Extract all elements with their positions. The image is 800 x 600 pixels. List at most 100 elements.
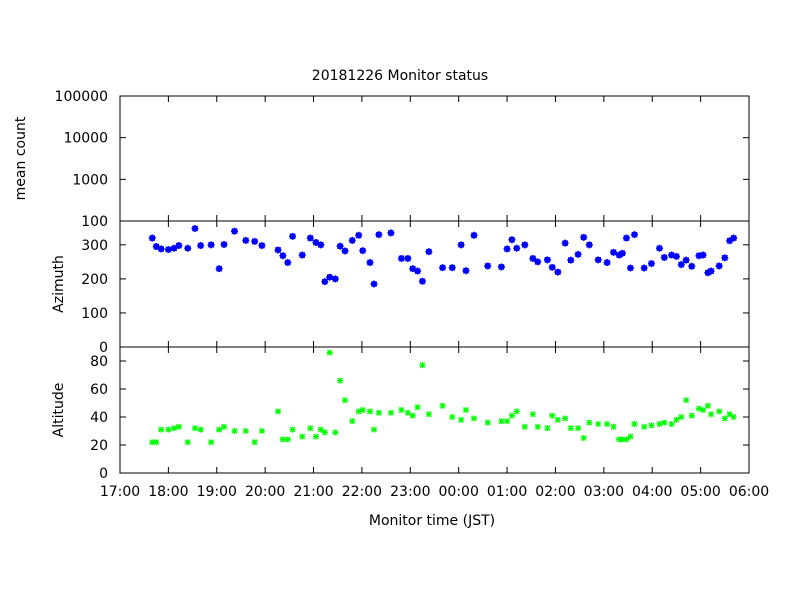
data-point (554, 416, 561, 423)
data-point (251, 439, 258, 446)
data-point (332, 429, 339, 436)
data-point (355, 231, 363, 239)
data-point (251, 237, 259, 245)
data-point (580, 435, 587, 441)
data-point (326, 273, 334, 281)
data-point (544, 425, 551, 432)
data-point (312, 433, 319, 440)
data-point (626, 264, 634, 272)
y-tick-label: 100 (81, 214, 108, 230)
data-point (387, 409, 394, 416)
y-tick-label: 20 (90, 438, 108, 454)
data-point (414, 267, 422, 275)
data-point (299, 433, 306, 440)
data-point (284, 259, 292, 267)
data-point (425, 248, 433, 256)
y-tick-label: 0 (99, 340, 108, 356)
x-tick-label: 17:00 (100, 484, 140, 500)
data-point (610, 423, 617, 430)
data-point (610, 248, 618, 256)
data-point (484, 262, 492, 270)
plot-frame (119, 95, 750, 222)
data-point (504, 418, 511, 425)
data-point (730, 414, 737, 420)
x-tick-label: 18:00 (148, 484, 188, 500)
data-point (348, 236, 356, 244)
data-point (574, 250, 582, 258)
data-point (359, 247, 367, 255)
data-point (668, 421, 675, 427)
data-point (586, 419, 593, 426)
data-point (398, 407, 405, 413)
data-point (575, 425, 582, 432)
data-point (418, 277, 426, 285)
data-point (678, 414, 685, 420)
y-tick-label: 80 (90, 354, 108, 370)
data-point (366, 259, 374, 267)
data-point (619, 436, 626, 443)
y-tick-label: 100 (81, 306, 108, 322)
plot-frame (119, 346, 750, 474)
data-point (497, 263, 505, 271)
data-point (370, 280, 378, 288)
data-point (627, 433, 634, 440)
data-point (448, 264, 456, 272)
data-point (683, 397, 690, 404)
x-tick-label: 05:00 (680, 484, 720, 500)
data-point (289, 232, 297, 240)
data-point (221, 423, 228, 430)
data-point (337, 377, 344, 384)
data-point (704, 402, 711, 409)
x-tick-label: 04:00 (632, 484, 672, 500)
data-point (457, 241, 465, 249)
data-point (349, 418, 356, 425)
data-point (508, 236, 516, 244)
data-point (158, 426, 165, 433)
data-point (197, 426, 204, 433)
x-tick-label: 06:00 (729, 484, 769, 500)
data-point (366, 408, 373, 415)
data-point (449, 414, 456, 420)
data-point (641, 423, 648, 430)
data-point (371, 426, 378, 433)
data-point (595, 421, 602, 427)
data-point (462, 267, 470, 275)
y-axis-label: mean count (13, 116, 29, 200)
data-point (503, 245, 511, 253)
data-point (208, 439, 215, 446)
x-tick-label: 02:00 (535, 484, 575, 500)
data-point (207, 241, 215, 249)
x-tick-label: 21:00 (293, 484, 333, 500)
y-tick-label: 200 (81, 272, 108, 288)
data-point (543, 256, 551, 264)
data-point (258, 428, 265, 434)
data-point (175, 242, 183, 250)
data-point (682, 256, 690, 264)
y-tick-label: 60 (90, 382, 108, 398)
data-point (341, 247, 349, 255)
data-point (153, 439, 160, 446)
y-tick-label: 0 (99, 466, 108, 482)
data-point (677, 261, 685, 269)
chart-title: 20181226 Monitor status (312, 68, 488, 84)
data-point (529, 254, 537, 262)
x-tick-label: 00:00 (439, 484, 479, 500)
x-tick-label: 20:00 (245, 484, 285, 500)
data-point (630, 231, 638, 239)
data-point (672, 252, 680, 260)
data-point (326, 349, 333, 356)
data-point (231, 428, 238, 434)
data-point (521, 423, 528, 430)
data-point (165, 426, 172, 433)
data-point (647, 260, 655, 268)
data-point (580, 233, 588, 241)
data-point (458, 416, 465, 423)
data-point (484, 419, 491, 426)
data-point (279, 436, 286, 443)
data-point (341, 397, 348, 404)
data-point (164, 246, 172, 254)
data-point (585, 241, 593, 249)
data-point (648, 422, 655, 429)
data-point (622, 234, 630, 242)
data-point (321, 278, 329, 286)
